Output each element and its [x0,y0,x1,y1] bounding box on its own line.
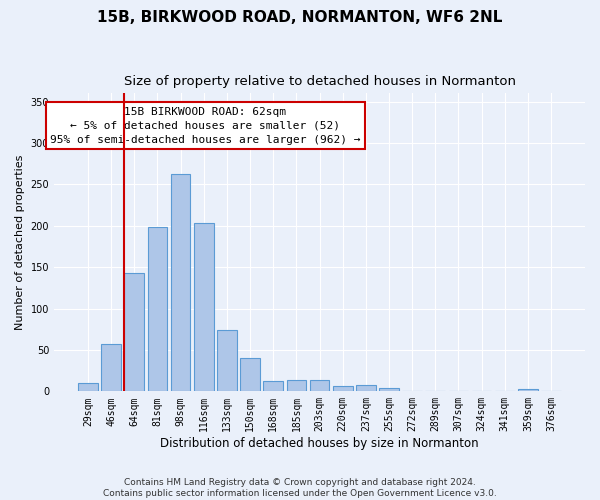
Bar [379,388,399,392]
Bar [356,384,376,392]
Bar [78,383,98,392]
Bar [310,380,329,392]
Bar [217,330,237,392]
Text: 15B, BIRKWOOD ROAD, NORMANTON, WF6 2NL: 15B, BIRKWOOD ROAD, NORMANTON, WF6 2NL [97,10,503,25]
Bar [287,380,306,392]
Bar [148,228,167,392]
Bar [124,273,144,392]
X-axis label: Distribution of detached houses by size in Normanton: Distribution of detached houses by size … [160,437,479,450]
Bar [101,344,121,392]
Text: Contains HM Land Registry data © Crown copyright and database right 2024.
Contai: Contains HM Land Registry data © Crown c… [103,478,497,498]
Bar [263,380,283,392]
Bar [194,224,214,392]
Bar [518,389,538,392]
Y-axis label: Number of detached properties: Number of detached properties [15,154,25,330]
Bar [240,358,260,392]
Title: Size of property relative to detached houses in Normanton: Size of property relative to detached ho… [124,75,515,88]
Text: 15B BIRKWOOD ROAD: 62sqm
← 5% of detached houses are smaller (52)
95% of semi-de: 15B BIRKWOOD ROAD: 62sqm ← 5% of detache… [50,106,361,144]
Bar [333,386,353,392]
Bar [171,174,190,392]
